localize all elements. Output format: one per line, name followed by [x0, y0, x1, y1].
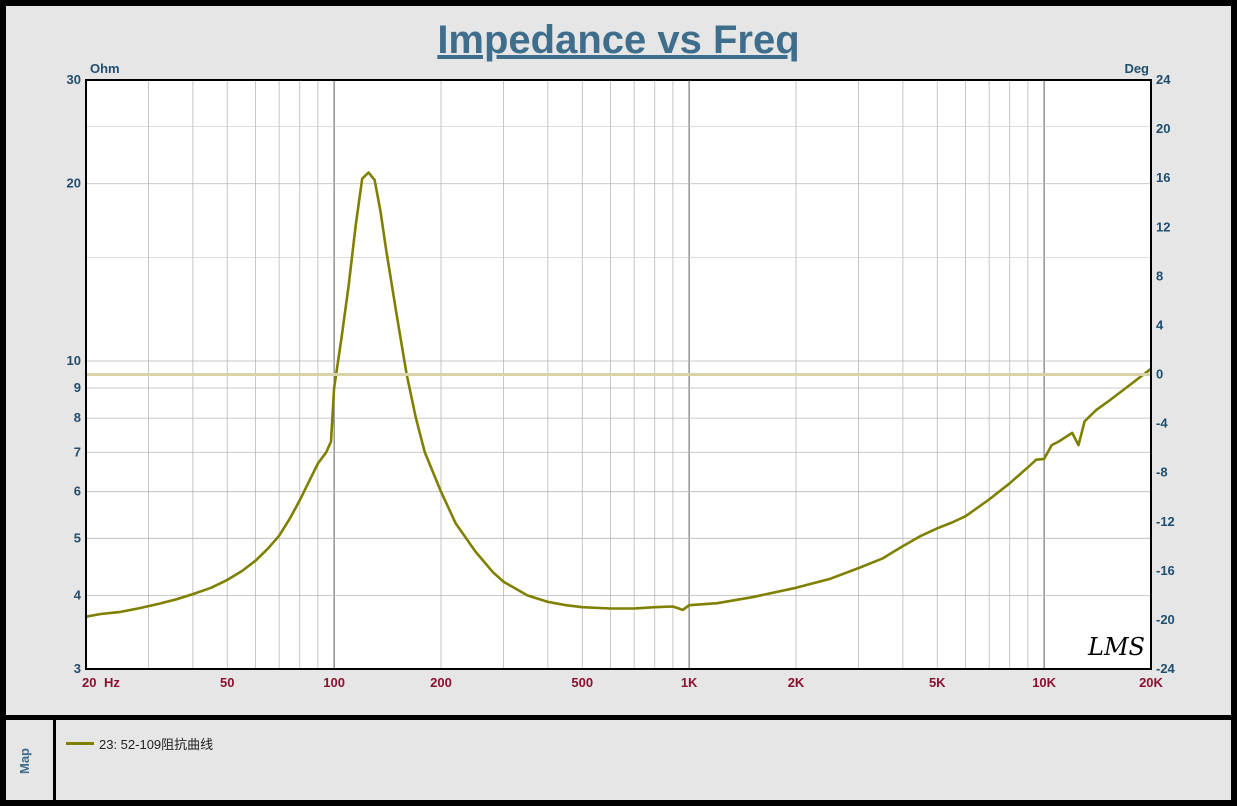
y2-unit-label: Deg — [1124, 61, 1149, 76]
y-tick-label: 7 — [74, 444, 81, 459]
impedance-curve — [85, 171, 1152, 618]
legend-divider — [0, 715, 1237, 720]
y-tick-label: 3 — [74, 661, 81, 676]
map-label: Map — [17, 748, 32, 774]
y2-tick-label: 12 — [1156, 219, 1170, 234]
legend-swatch — [66, 742, 94, 745]
x-tick-label: 20 — [82, 675, 96, 690]
y2-tick-label: 24 — [1156, 72, 1171, 87]
x-tick-label: 10K — [1032, 675, 1056, 690]
x-unit-label: Hz — [104, 675, 120, 690]
y-tick-label: 6 — [74, 484, 81, 499]
y2-tick-label: 0 — [1156, 367, 1163, 382]
map-divider — [53, 718, 56, 806]
y-tick-label: 10 — [67, 353, 81, 368]
legend-item[interactable]: 23: 52-109阻抗曲线 — [66, 734, 213, 753]
y2-tick-label: 16 — [1156, 170, 1170, 185]
axis-labels: 30 20 10 9 8 7 6 5 4 3 24 20 16 12 8 4 0 -4 -8 -12 -16 -20 -24… — [67, 61, 1176, 690]
y-tick-label: 5 — [74, 530, 81, 545]
y-tick-label: 30 — [67, 72, 81, 87]
x-tick-label: 100 — [323, 675, 345, 690]
x-tick-label: 20K — [1139, 675, 1163, 690]
y2-tick-label: -8 — [1156, 465, 1168, 480]
y-tick-label: 8 — [74, 410, 81, 425]
chart-title: Impedance vs Freq — [437, 18, 800, 62]
x-tick-label: 2K — [788, 675, 805, 690]
x-tick-label: 5K — [929, 675, 946, 690]
y2-tick-label: 4 — [1156, 317, 1164, 332]
y2-tick-label: -16 — [1156, 563, 1175, 578]
lms-watermark: LMS — [1087, 633, 1145, 661]
y-tick-label: 20 — [67, 176, 81, 191]
y2-tick-label: 8 — [1156, 268, 1163, 283]
y2-tick-label: -4 — [1156, 416, 1168, 431]
x-tick-label: 1K — [681, 675, 698, 690]
legend-label: 23: 52-109阻抗曲线 — [99, 737, 214, 752]
y-unit-label: Ohm — [90, 61, 120, 76]
plot-border — [85, 79, 1152, 670]
y2-tick-label: -20 — [1156, 612, 1175, 627]
y2-tick-label: -12 — [1156, 514, 1175, 529]
y-tick-label: 4 — [74, 587, 82, 602]
y2-tick-label: -24 — [1156, 661, 1176, 676]
x-tick-label: 200 — [430, 675, 452, 690]
y2-tick-label: 20 — [1156, 121, 1170, 136]
series-layer — [85, 171, 1152, 618]
x-tick-label: 500 — [571, 675, 593, 690]
y-tick-label: 9 — [74, 380, 81, 395]
x-tick-label: 50 — [220, 675, 234, 690]
